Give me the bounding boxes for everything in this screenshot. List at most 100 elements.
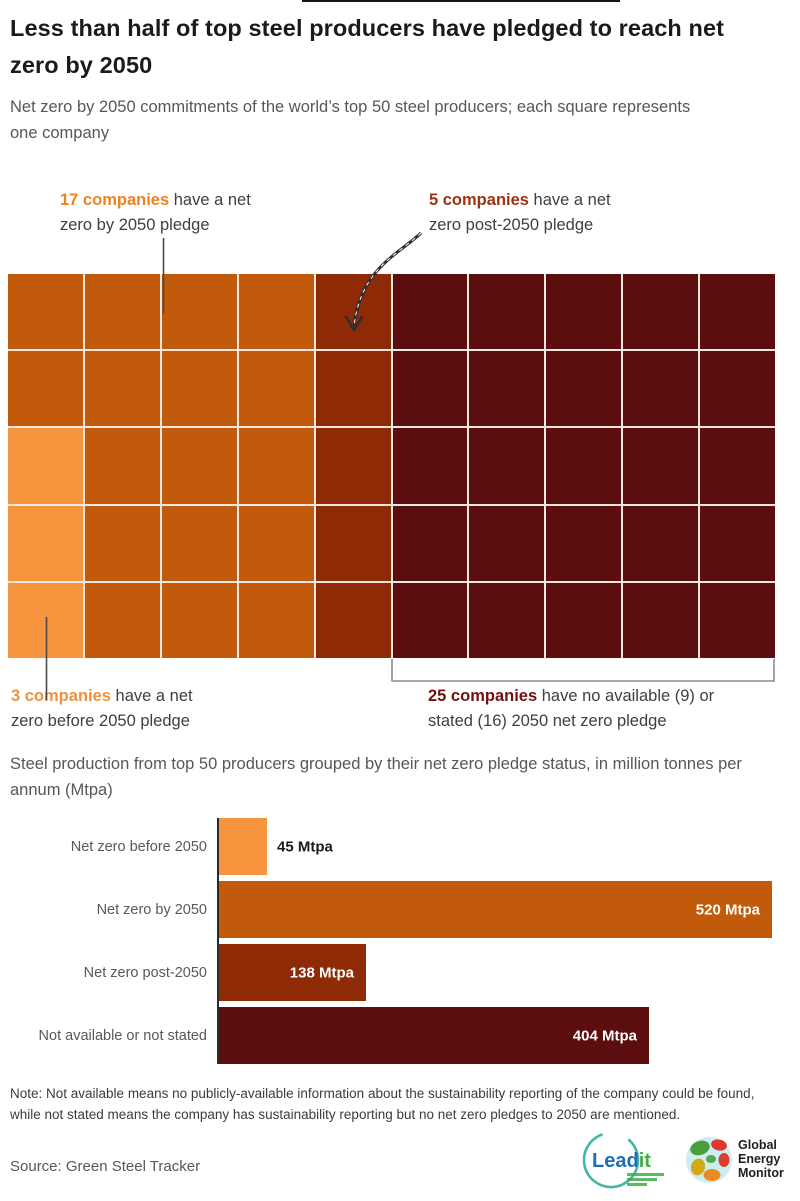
waffle-cell-by2050 [238,505,314,581]
waffle-cell-by2050 [8,351,83,427]
annotation-text: have a net [528,191,611,209]
waffle-cell-by2050 [238,428,314,504]
waffle-cell-na [700,428,775,504]
waffle-cell-na [623,505,699,581]
waffle-cell-post2050 [315,505,391,581]
waffle-cell-na [623,428,699,504]
top-edge-line [302,0,620,2]
annotation-count-before-2050: 3 companies [11,687,111,705]
waffle-cell-before2050 [8,428,83,504]
leadit-tagline-lines [627,1173,664,1186]
waffle-cell-na [469,505,545,581]
waffle-cell-by2050 [161,428,237,504]
gem-text-global: Global [738,1138,777,1152]
note-text: Note: Not available means no publicly-av… [10,1086,755,1122]
waffle-cell-na [392,274,468,350]
waffle-cell-na [700,274,775,350]
waffle-cell-post2050 [315,582,391,658]
bar: 138 Mtpa [219,944,366,1001]
leadit-logo: Leadit [582,1131,664,1189]
bar-row: Not available or not stated 404 Mtpa [10,1007,790,1064]
annotation-text: stated (16) 2050 net zero pledge [428,711,667,730]
bar [219,818,267,875]
source-text: Source: Green Steel Tracker [10,1158,201,1175]
waffle-grid [8,274,775,658]
waffle-cell-by2050 [238,274,314,350]
annotation-net-zero-by-2050: 17 companies have a net zero by 2050 ple… [60,188,251,238]
annotation-text: have no available (9) or [537,687,715,705]
waffle-cell-before2050 [8,505,83,581]
annotation-text: have a net [110,687,193,705]
waffle-cell-post2050 [315,351,391,427]
waffle-cell-by2050 [238,582,314,658]
leadit-text-it: it [639,1150,652,1172]
waffle-cell-na [392,582,468,658]
waffle-cell-na [546,582,622,658]
waffle-cell-by2050 [84,351,160,427]
waffle-cell-by2050 [84,274,160,350]
annotation-text: zero before 2050 pledge [11,711,190,730]
bar: 520 Mtpa [219,881,772,938]
annotation-net-zero-before-2050: 3 companies have a net zero before 2050 … [11,684,193,734]
waffle-cell-na [700,505,775,581]
waffle-cell-by2050 [8,274,83,350]
waffle-cell-na [392,351,468,427]
bar-value-label: 404 Mtpa [572,1027,637,1044]
bar-value-label: 138 Mtpa [289,964,354,981]
page-subtitle: Net zero by 2050 commitments of the worl… [10,98,691,143]
bar: 404 Mtpa [219,1007,649,1064]
waffle-cell-na [469,428,545,504]
waffle-cell-by2050 [84,428,160,504]
waffle-cell-na [469,351,545,427]
waffle-cell-na [392,428,468,504]
footer-logos: Leadit Global Energy Monitor [580,1128,788,1192]
waffle-cell-na [623,582,699,658]
annotation-text: zero post-2050 pledge [429,215,594,234]
waffle-cell-na [392,505,468,581]
bar-value-label: 45 Mtpa [277,838,333,855]
waffle-cell-na [469,274,545,350]
bar-category-label: Net zero before 2050 [70,838,207,855]
bar-value-label: 520 Mtpa [695,901,760,918]
gem-globe-icon [686,1137,732,1183]
waffle-cell-na [700,351,775,427]
bracket-not-available [391,659,775,682]
waffle-cell-by2050 [161,505,237,581]
page-title: Less than half of top steel producers ha… [10,15,725,79]
bar-row: Net zero by 2050 520 Mtpa [10,881,790,938]
gem-logo: Global Energy Monitor [686,1137,784,1183]
waffle-cell-na [546,505,622,581]
waffle-cell-by2050 [161,582,237,658]
annotation-text: zero by 2050 pledge [60,215,210,234]
waffle-cell-by2050 [161,351,237,427]
waffle-cell-na [700,582,775,658]
bar-row: Net zero post-2050 138 Mtpa [10,944,790,1001]
svg-text:Leadit: Leadit [592,1150,651,1172]
waffle-cell-by2050 [238,351,314,427]
waffle-cell-na [623,274,699,350]
annotation-count-by-2050: 17 companies [60,191,170,209]
bar-chart-heading: Steel production from top 50 producers g… [10,755,742,800]
bar-category-label: Net zero post-2050 [83,964,207,981]
annotation-net-zero-post-2050: 5 companies have a net zero post-2050 pl… [429,188,611,238]
waffle-cell-na [546,274,622,350]
annotation-count-post-2050: 5 companies [429,191,529,209]
waffle-cell-post2050 [315,274,391,350]
bar-row: Net zero before 2050 45 Mtpa [10,818,790,875]
bar-chart: Net zero before 2050 45 Mtpa Net zero by 2… [10,818,790,1064]
waffle-cell-by2050 [84,582,160,658]
bar-category-label: Not available or not stated [38,1027,207,1044]
gem-text-monitor: Monitor [738,1166,784,1180]
leadit-text-lead: Lead [592,1150,639,1172]
annotation-not-available: 25 companies have no available (9) or st… [428,684,714,734]
bar-chart-axis [217,818,219,1064]
waffle-cell-na [546,351,622,427]
gem-text-energy: Energy [738,1152,780,1166]
annotation-text: have a net [169,191,251,209]
waffle-cell-by2050 [161,274,237,350]
annotation-count-not-available: 25 companies [428,687,538,705]
waffle-cell-na [469,582,545,658]
waffle-cell-na [623,351,699,427]
waffle-cell-post2050 [315,428,391,504]
